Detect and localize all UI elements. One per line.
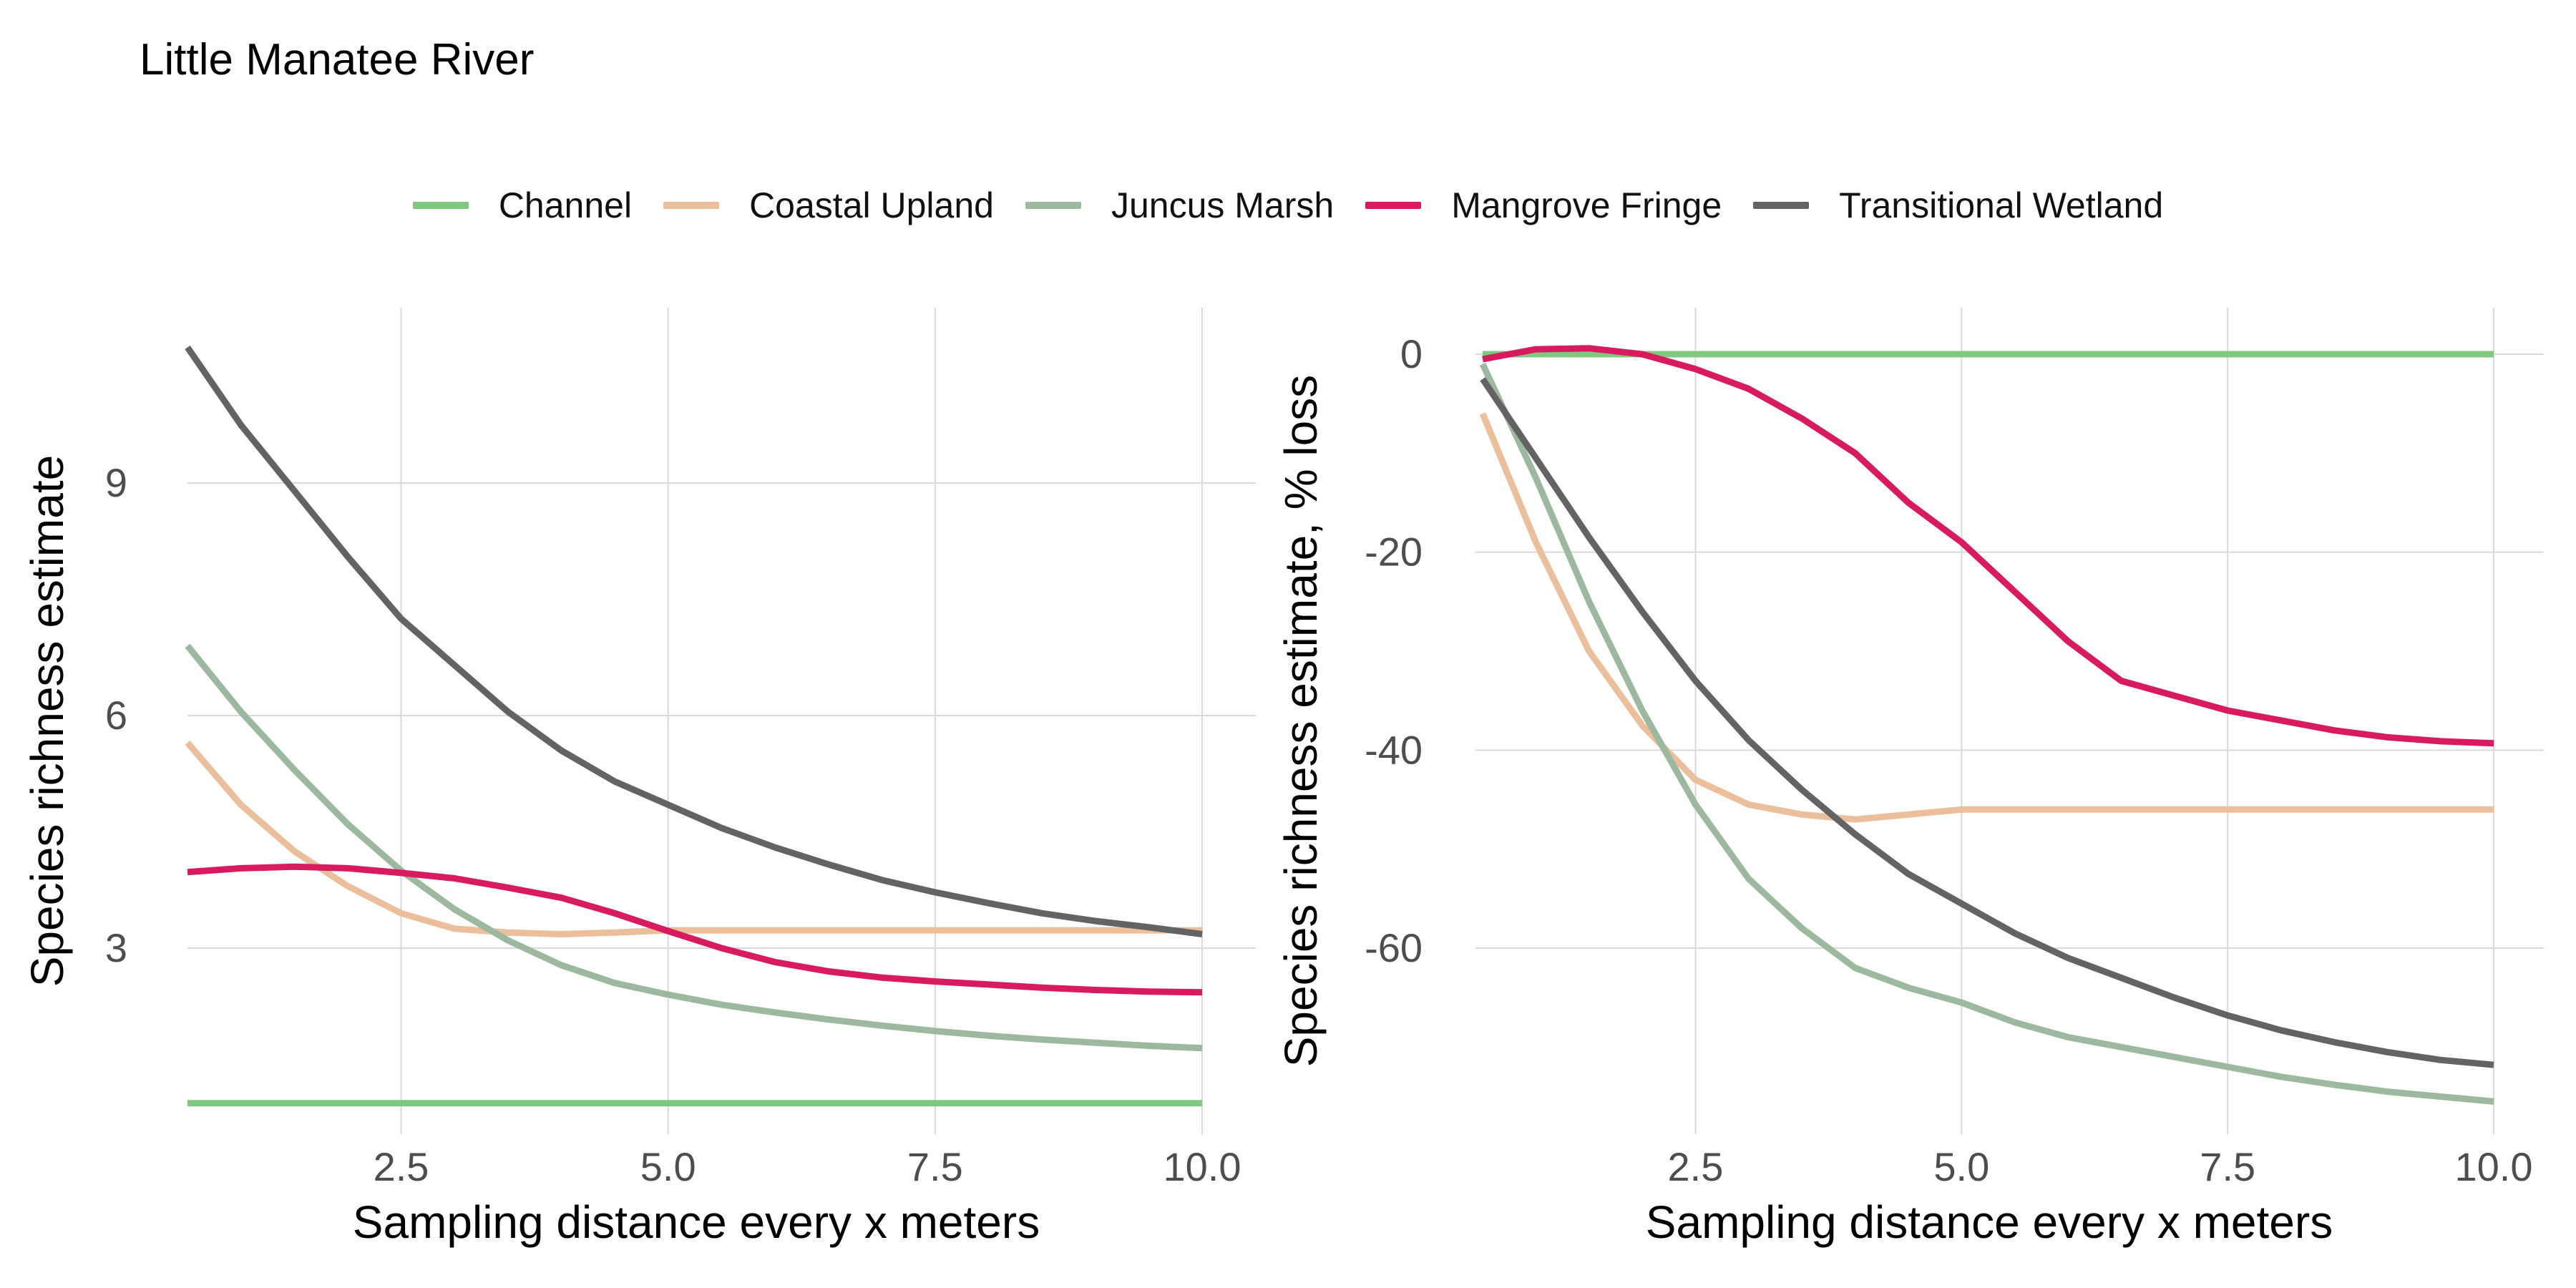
x-tick-label: 5.0 (1933, 1144, 1989, 1189)
y-tick-label: -20 (1365, 530, 1423, 575)
x-tick-label: 10.0 (1163, 1144, 1241, 1189)
x-tick-label: 7.5 (907, 1144, 963, 1189)
x-tick-label: 7.5 (2200, 1144, 2255, 1189)
legend-swatch-channel (412, 202, 469, 209)
chart-title: Little Manatee River (140, 35, 535, 84)
series-line-mangrove-fringe (187, 863, 1203, 996)
series-line-juncus-marsh (1479, 362, 2494, 1105)
series-line-coastal-upland (1479, 412, 2494, 823)
legend-label-coastal-upland: Coastal Upland (749, 185, 994, 225)
y-axis-title: Species richness estimate, % loss (1275, 375, 1327, 1068)
legend-item-juncus-marsh: Juncus Marsh (1025, 185, 1334, 226)
series-line-coastal-upland (185, 740, 1202, 937)
series-line-juncus-marsh (185, 643, 1203, 1052)
x-tick-label: 2.5 (374, 1144, 429, 1189)
y-tick-label: 0 (1400, 331, 1423, 376)
panel-1: 2.5 5.0 7.5 10.0 3 6 9 Sampling distance every … (21, 308, 1256, 1248)
x-axis-title: Sampling distance every x meters (1646, 1196, 2333, 1248)
legend-label-channel: Channel (498, 185, 633, 225)
x-axis-title: Sampling distance every x meters (353, 1196, 1040, 1248)
y-tick-label: 3 (105, 925, 127, 970)
series-line-mangrove-fringe (1482, 345, 2494, 747)
series-line-transitional-wetland (1480, 377, 2494, 1068)
legend-swatch-juncus-marsh (1025, 202, 1081, 209)
legend-item-channel: Channel (412, 185, 633, 226)
y-tick-label: 9 (105, 460, 127, 505)
series-line-transitional-wetland (185, 345, 1203, 937)
legend-label-transitional-wetland: Transitional Wetland (1839, 185, 2164, 225)
x-tick-label: 2.5 (1668, 1144, 1724, 1189)
y-axis-title: Species richness estimate (21, 455, 73, 987)
y-tick-label: 6 (105, 693, 127, 738)
legend-swatch-transitional-wetland (1753, 202, 1810, 209)
legend-swatch-mangrove-fringe (1365, 202, 1422, 209)
x-tick-label: 5.0 (640, 1144, 696, 1189)
legend-item-transitional-wetland: Transitional Wetland (1753, 185, 2163, 226)
legend-label-mangrove-fringe: Mangrove Fringe (1451, 185, 1722, 225)
legend: Channel Coastal Upland Juncus Marsh Mang… (0, 185, 2576, 226)
legend-item-mangrove-fringe: Mangrove Fringe (1365, 185, 1722, 226)
panel-2: 2.5 5.0 7.5 10.0 0 -20 -40 -60 Sampling distance… (1275, 308, 2544, 1248)
x-tick-label: 10.0 (2455, 1144, 2533, 1189)
legend-item-coastal-upland: Coastal Upland (663, 185, 994, 226)
y-tick-label: -60 (1365, 925, 1423, 970)
y-tick-label: -40 (1365, 727, 1423, 772)
legend-label-juncus-marsh: Juncus Marsh (1111, 185, 1335, 225)
legend-swatch-coastal-upland (663, 202, 720, 209)
